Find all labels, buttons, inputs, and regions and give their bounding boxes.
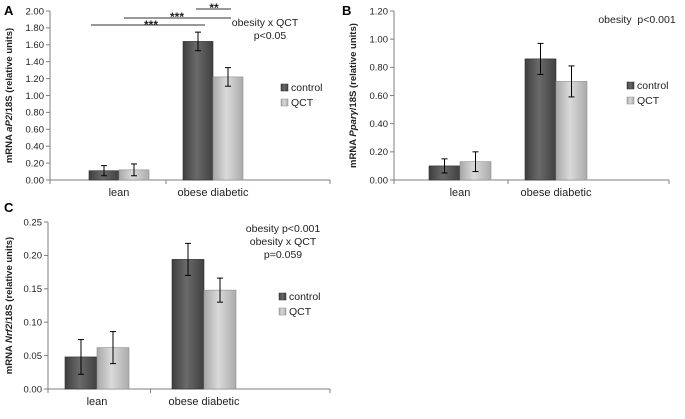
legend-label-control: control xyxy=(291,82,323,94)
legend-label-control: control xyxy=(637,80,669,92)
x-category-label: obese diabetic xyxy=(169,396,240,408)
sig-label-1: *** xyxy=(144,18,158,32)
y-tick-label: 0.80 xyxy=(370,63,389,74)
y-tick-label: 1.00 xyxy=(370,34,389,45)
y-axis-label-suffix: /18S (relative units) xyxy=(4,237,15,324)
bar-qct-obese-diabetic xyxy=(212,76,244,181)
y-axis-label-suffix: /18S (relative units) xyxy=(4,28,15,115)
legend-swatch-control xyxy=(626,81,635,90)
bar-control-obese-diabetic xyxy=(524,58,557,181)
panel-letter-a: A xyxy=(4,3,14,18)
y-tick-label: 0.20 xyxy=(26,158,45,169)
sig-label-3: ** xyxy=(209,1,219,15)
y-tick-label: 1.40 xyxy=(26,57,45,68)
panel-letter-b: B xyxy=(342,3,351,18)
legend-swatch-control xyxy=(280,83,289,92)
y-axis-label-gene: Nrf2 xyxy=(4,323,15,343)
y-axis-label-gene: aP2 xyxy=(4,114,15,132)
x-category-label: lean xyxy=(109,187,130,199)
y-axis-label-prefix: mRNA xyxy=(348,137,359,168)
legend-label-qct: QCT xyxy=(289,306,312,318)
legend-swatch-qct xyxy=(280,98,289,107)
legend-swatch-qct xyxy=(626,96,635,105)
y-tick-label: 0.40 xyxy=(26,142,45,153)
annotation-a-line1: obesity x QCT xyxy=(232,17,299,29)
y-axis-label: mRNA Pparγ/18S (relative units) xyxy=(348,23,359,168)
y-axis-label: mRNA aP2/18S (relative units) xyxy=(4,28,15,163)
y-tick-label: 1.60 xyxy=(26,40,45,51)
significance-group: *** *** ** xyxy=(91,1,231,32)
y-tick-label: 0.40 xyxy=(370,119,389,130)
bar-qct-obese-diabetic xyxy=(555,81,588,181)
y-tick-label: 2.00 xyxy=(26,6,45,17)
legend-label-qct: QCT xyxy=(291,97,314,109)
sig-label-2: *** xyxy=(170,10,184,24)
chart-panel-a: 0.00 0.20 0.40 0.60 0.80 1.00 1.20 1.40 1.60 1.80… xyxy=(4,6,331,199)
chart-panel-c: 0.00 0.05 0.10 0.15 0.20 0.25 lean obese diabet… xyxy=(4,217,331,408)
chart-panel-b: 0.00 0.20 0.40 0.60 0.80 1.00 1.20 lean obese di… xyxy=(348,6,670,199)
y-axis-label: mRNA Nrf2/18S (relative units) xyxy=(4,237,15,374)
legend-label-qct: QCT xyxy=(637,95,660,107)
legend-swatch-qct xyxy=(278,307,287,316)
annotation-a-line2: p<0.05 xyxy=(254,30,287,42)
y-tick-label: 0.00 xyxy=(370,175,389,186)
legend-label-control: control xyxy=(289,291,321,303)
annotation-c-line2: obesity x QCT xyxy=(250,236,317,248)
y-tick-label: 0.60 xyxy=(26,125,45,136)
y-axis-label-suffix: /18S (relative units) xyxy=(348,23,359,110)
x-category-label: lean xyxy=(87,396,108,408)
y-tick-label: 1.00 xyxy=(26,91,45,102)
x-category-label: obese diabetic xyxy=(178,187,249,199)
bar-control-obese-diabetic xyxy=(171,259,205,390)
y-tick-label: 1.20 xyxy=(26,74,45,85)
panel-letter-c: C xyxy=(4,200,14,215)
annotation-c-line3: p=0.059 xyxy=(264,249,302,261)
y-tick-label: 0.05 xyxy=(24,351,43,362)
y-tick-label: 0.20 xyxy=(370,147,389,158)
y-tick-label: 0.15 xyxy=(24,284,43,295)
bar-control-obese-diabetic xyxy=(182,41,214,181)
y-axis-label-prefix: mRNA xyxy=(4,132,15,163)
y-tick-label: 1.80 xyxy=(26,23,45,34)
y-tick-label: 0.20 xyxy=(24,251,43,262)
y-tick-label: 0.80 xyxy=(26,108,45,119)
annotation-b-line1: obesity p<0.001 xyxy=(598,14,676,26)
annotation-c-line1: obesity p<0.001 xyxy=(246,223,321,235)
bar-qct-obese-diabetic xyxy=(203,289,237,390)
y-tick-label: 1.20 xyxy=(370,6,389,17)
y-tick-label: 0.25 xyxy=(24,217,43,228)
x-category-label: lean xyxy=(450,187,471,199)
y-tick-label: 0.10 xyxy=(24,318,43,329)
x-category-label: obese diabetic xyxy=(521,187,592,199)
y-axis-label-prefix: mRNA xyxy=(4,343,15,374)
y-tick-label: 0.00 xyxy=(24,384,43,395)
y-tick-label: 0.00 xyxy=(26,175,45,186)
y-tick-label: 0.60 xyxy=(370,91,389,102)
legend-swatch-control xyxy=(278,292,287,301)
y-axis-label-gene: Pparγ xyxy=(348,109,359,136)
